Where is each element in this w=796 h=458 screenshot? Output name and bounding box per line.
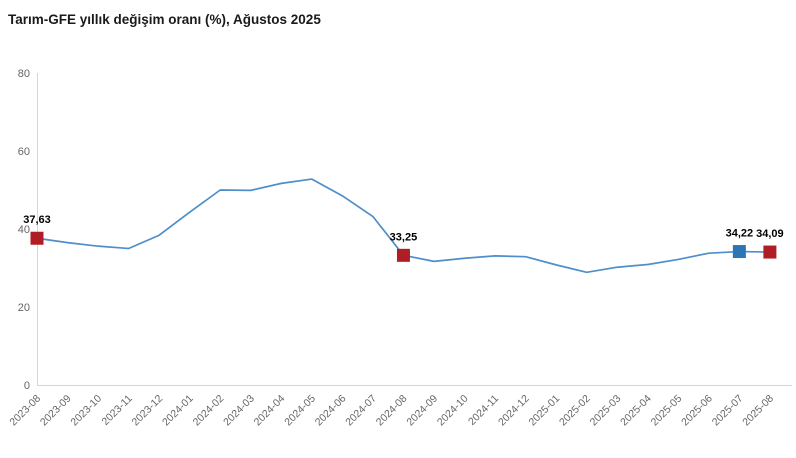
x-axis-label: 2025-02 [557, 393, 593, 429]
x-axis-label: 2025-01 [527, 393, 563, 429]
x-axis-label: 2024-12 [496, 393, 532, 429]
x-axis-label: 2024-05 [282, 393, 318, 429]
data-point-label: 33,25 [390, 231, 418, 243]
x-axis-label: 2025-05 [649, 393, 685, 429]
data-point-marker [30, 231, 44, 245]
x-axis-label: 2023-12 [130, 393, 166, 429]
x-axis-label: 2024-06 [313, 393, 349, 429]
y-axis-label: 80 [18, 68, 30, 80]
x-axis-label: 2024-09 [404, 393, 440, 429]
y-axis-label: 0 [24, 380, 30, 392]
data-point-label: 34,22 [726, 228, 754, 240]
y-axis-label: 40 [18, 224, 30, 236]
data-point-marker [396, 248, 410, 262]
data-point-label: 37,63 [23, 214, 51, 226]
y-axis-label: 60 [18, 146, 30, 158]
x-axis-label: 2023-10 [68, 393, 104, 429]
data-point-label: 34,09 [756, 228, 784, 240]
x-axis-label: 2023-09 [38, 393, 74, 429]
x-axis-label: 2024-02 [191, 393, 227, 429]
chart-title: Tarım-GFE yıllık değişim oranı (%), Ağus… [8, 12, 321, 27]
x-axis-label: 2024-08 [374, 393, 410, 429]
x-axis-label: 2024-04 [252, 393, 288, 429]
x-axis-label: 2025-06 [679, 393, 715, 429]
x-axis-label: 2024-10 [435, 393, 471, 429]
x-axis-label: 2023-08 [7, 393, 43, 429]
x-axis-label: 2025-03 [588, 393, 624, 429]
x-axis-label: 2024-01 [160, 393, 196, 429]
x-axis-label: 2024-03 [221, 393, 257, 429]
data-point-marker [732, 245, 746, 259]
y-axis-label: 20 [18, 302, 30, 314]
x-axis-label: 2024-07 [343, 393, 379, 429]
x-axis-label: 2024-11 [466, 393, 501, 428]
data-point-marker [763, 245, 777, 259]
x-axis-label: 2023-11 [100, 393, 135, 428]
x-axis-label: 2025-04 [618, 393, 654, 429]
x-axis-label: 2025-07 [710, 393, 746, 429]
x-axis-label: 2025-08 [740, 393, 776, 429]
